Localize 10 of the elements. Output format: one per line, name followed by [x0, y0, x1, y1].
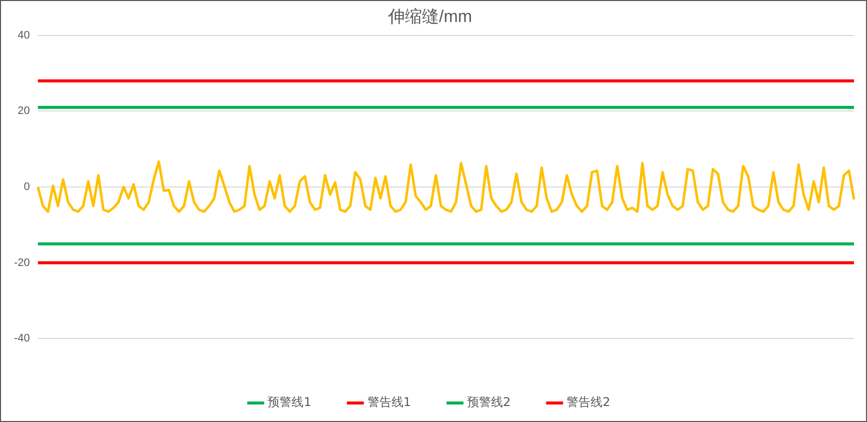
legend-label: 警告线1 — [367, 395, 412, 410]
y-tick-label: -40 — [14, 332, 30, 345]
legend-label: 警告线2 — [566, 395, 610, 410]
chart-title: 伸缩缝/mm — [386, 6, 472, 26]
y-tick-label: -20 — [14, 256, 30, 269]
y-tick-label: 0 — [24, 181, 30, 194]
y-tick-label: 40 — [18, 29, 30, 42]
y-tick-label: 20 — [18, 105, 30, 118]
legend-label: 预警线1 — [268, 395, 312, 410]
legend-label: 预警线2 — [467, 395, 511, 410]
